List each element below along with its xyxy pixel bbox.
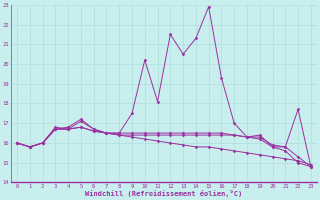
X-axis label: Windchill (Refroidissement éolien,°C): Windchill (Refroidissement éolien,°C) xyxy=(85,190,243,197)
